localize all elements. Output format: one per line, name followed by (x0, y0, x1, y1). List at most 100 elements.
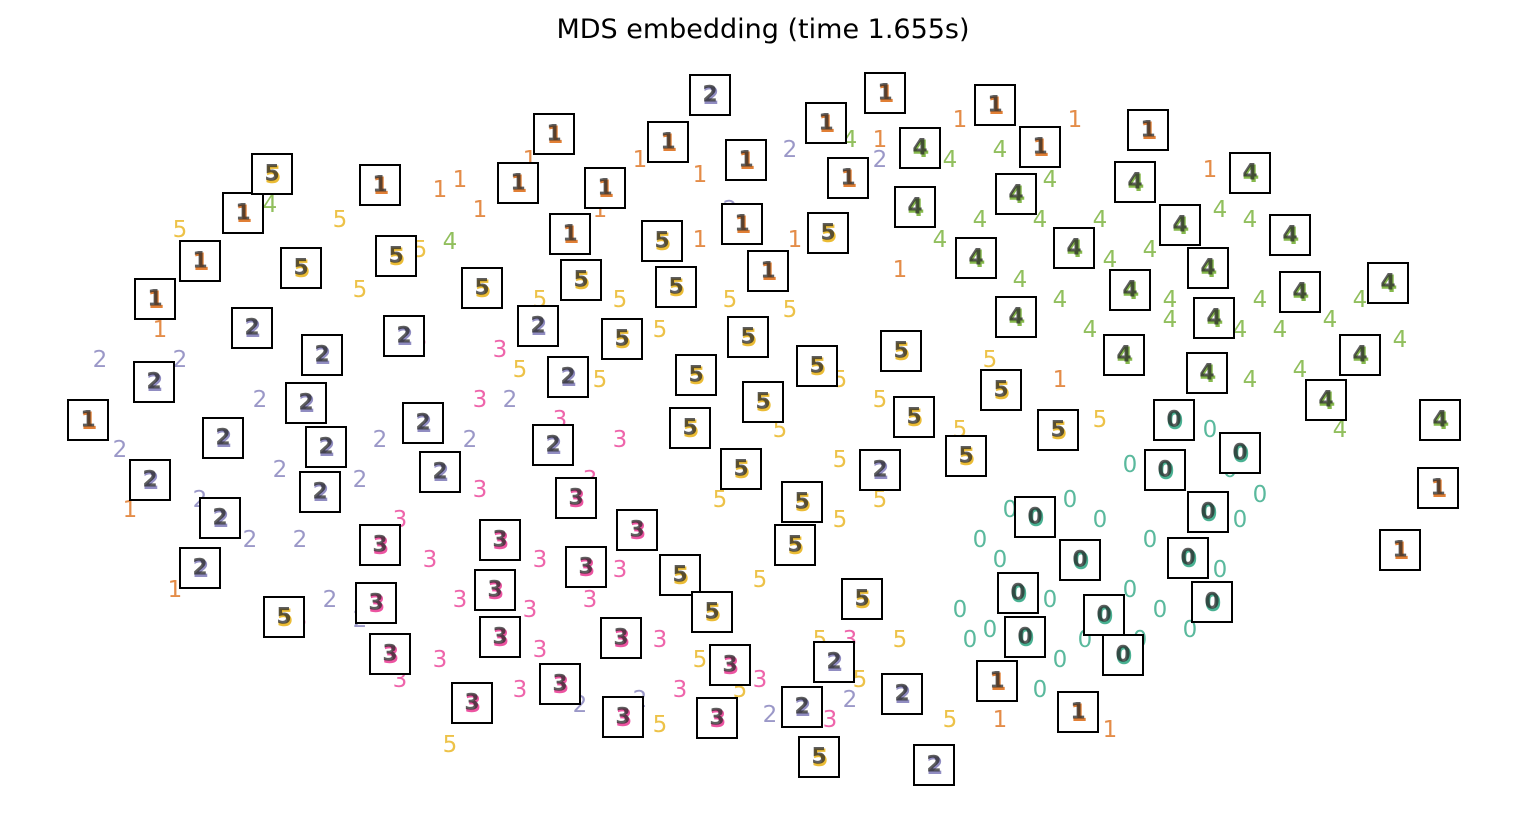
digit-point-5: 5 (653, 317, 668, 343)
digit-thumbnail-4: 44 (1279, 271, 1321, 313)
digit-point-3: 3 (653, 627, 668, 653)
thumbnail-frame (720, 448, 762, 490)
thumbnail-glyph: 1 (562, 222, 577, 247)
thumbnail-glyph-color: 4 (1123, 277, 1140, 305)
thumbnail-frame (549, 213, 591, 255)
thumbnail-frame (479, 519, 521, 561)
thumbnail-glyph: 5 (688, 363, 703, 388)
thumbnail-frame (251, 153, 293, 195)
digit-point-3: 3 (423, 547, 438, 573)
thumbnail-glyph: 2 (794, 695, 809, 720)
thumbnail-frame (1014, 496, 1056, 538)
digit-point-5: 5 (693, 647, 708, 673)
digit-thumbnail-4: 44 (1109, 269, 1151, 311)
thumbnail-frame (980, 369, 1022, 411)
thumbnail-frame (419, 451, 461, 493)
thumbnail-glyph-color: 1 (990, 668, 1007, 696)
thumbnail-frame (1339, 334, 1381, 376)
thumbnail-glyph-color: 1 (373, 172, 390, 200)
digit-point-0: 0 (1183, 617, 1198, 643)
thumbnail-frame (893, 396, 935, 438)
digit-thumbnail-1: 11 (974, 84, 1016, 126)
digit-thumbnail-2: 22 (517, 305, 559, 347)
digit-thumbnail-2: 22 (285, 382, 327, 424)
thumbnail-glyph-color: 3 (616, 704, 633, 732)
thumbnail-glyph: 0 (1232, 441, 1247, 466)
digit-thumbnail-1: 11 (647, 121, 689, 163)
digit-point-4: 4 (1163, 307, 1178, 333)
digit-point-3: 3 (583, 587, 598, 613)
digit-thumbnail-5: 55 (880, 330, 922, 372)
thumbnail-frame (742, 381, 784, 423)
thumbnail-glyph: 0 (1204, 590, 1219, 615)
thumbnail-frame (129, 459, 171, 501)
thumbnail-frame (1102, 634, 1144, 676)
thumbnail-glyph: 3 (568, 486, 583, 511)
digit-thumbnail-5: 55 (669, 407, 711, 449)
thumbnail-glyph-color: 3 (710, 705, 727, 733)
digit-point-1: 1 (693, 162, 708, 188)
thumbnail-frame (841, 578, 883, 620)
digit-thumbnail-3: 33 (555, 477, 597, 519)
digit-point-1: 1 (153, 317, 168, 343)
thumbnail-glyph: 0 (1096, 603, 1111, 628)
digit-thumbnail-5: 55 (796, 345, 838, 387)
thumbnail-frame (805, 102, 847, 144)
digit-thumbnail-1: 11 (976, 660, 1018, 702)
digit-thumbnail-2: 22 (402, 402, 444, 444)
digit-point-1: 1 (993, 707, 1008, 733)
thumbnail-glyph: 1 (1032, 135, 1047, 160)
digit-thumbnail-2: 22 (881, 673, 923, 715)
thumbnail-glyph-color: 2 (561, 364, 578, 392)
digit-point-0: 0 (1063, 487, 1078, 513)
digit-thumbnail-1: 11 (497, 162, 539, 204)
digit-thumbnail-3: 33 (616, 509, 658, 551)
thumbnail-glyph: 3 (492, 625, 507, 650)
digit-thumbnail-5: 55 (1037, 409, 1079, 451)
digit-thumbnail-2: 22 (419, 451, 461, 493)
digit-thumbnail-5: 55 (375, 235, 417, 277)
digit-point-3: 3 (513, 677, 528, 703)
thumbnail-glyph: 1 (510, 171, 525, 196)
thumbnail-glyph: 5 (958, 444, 973, 469)
thumbnail-frame (1167, 537, 1209, 579)
digit-point-5: 5 (873, 487, 888, 513)
thumbnail-glyph: 4 (1116, 343, 1131, 368)
thumbnail-glyph: 0 (1180, 546, 1195, 571)
digit-thumbnail-2: 22 (813, 641, 855, 683)
thumbnail-glyph: 4 (1318, 388, 1333, 413)
digit-thumbnail-0: 00 (1219, 432, 1261, 474)
digit-point-0: 0 (963, 627, 978, 653)
thumbnail-glyph: 4 (968, 246, 983, 271)
thumbnail-glyph-color: 5 (574, 267, 591, 295)
thumbnail-glyph: 0 (1027, 505, 1042, 530)
digit-thumbnail-0: 00 (1059, 539, 1101, 581)
thumbnail-glyph: 2 (415, 411, 430, 436)
digit-thumbnail-0: 00 (1102, 634, 1144, 676)
thumbnail-frame (1419, 399, 1461, 441)
thumbnail-glyph-color: 2 (546, 432, 563, 460)
thumbnail-glyph: 4 (1127, 170, 1142, 195)
thumbnail-frame (383, 315, 425, 357)
thumbnail-glyph-color: 3 (493, 527, 510, 555)
digit-thumbnail-2: 22 (129, 459, 171, 501)
thumbnail-glyph-color: 5 (683, 415, 700, 443)
thumbnail-frame (133, 361, 175, 403)
digit-point-4: 4 (943, 147, 958, 173)
thumbnail-glyph-color: 5 (265, 161, 282, 189)
digit-thumbnail-2: 22 (913, 744, 955, 786)
thumbnail-glyph-color: 4 (1319, 387, 1336, 415)
digit-point-1: 1 (453, 167, 468, 193)
thumbnail-frame (945, 435, 987, 477)
digit-point-5: 5 (943, 707, 958, 733)
digit-thumbnail-2: 22 (202, 417, 244, 459)
digit-thumbnail-3: 33 (479, 519, 521, 561)
digit-point-4: 4 (1103, 247, 1118, 273)
thumbnail-glyph: 0 (1200, 500, 1215, 525)
digit-point-5: 5 (983, 347, 998, 373)
thumbnail-frame (532, 424, 574, 466)
thumbnail-frame (601, 318, 643, 360)
digit-thumbnail-3: 33 (369, 633, 411, 675)
thumbnail-glyph: 2 (926, 753, 941, 778)
thumbnail-glyph-color: 0 (1018, 624, 1035, 652)
